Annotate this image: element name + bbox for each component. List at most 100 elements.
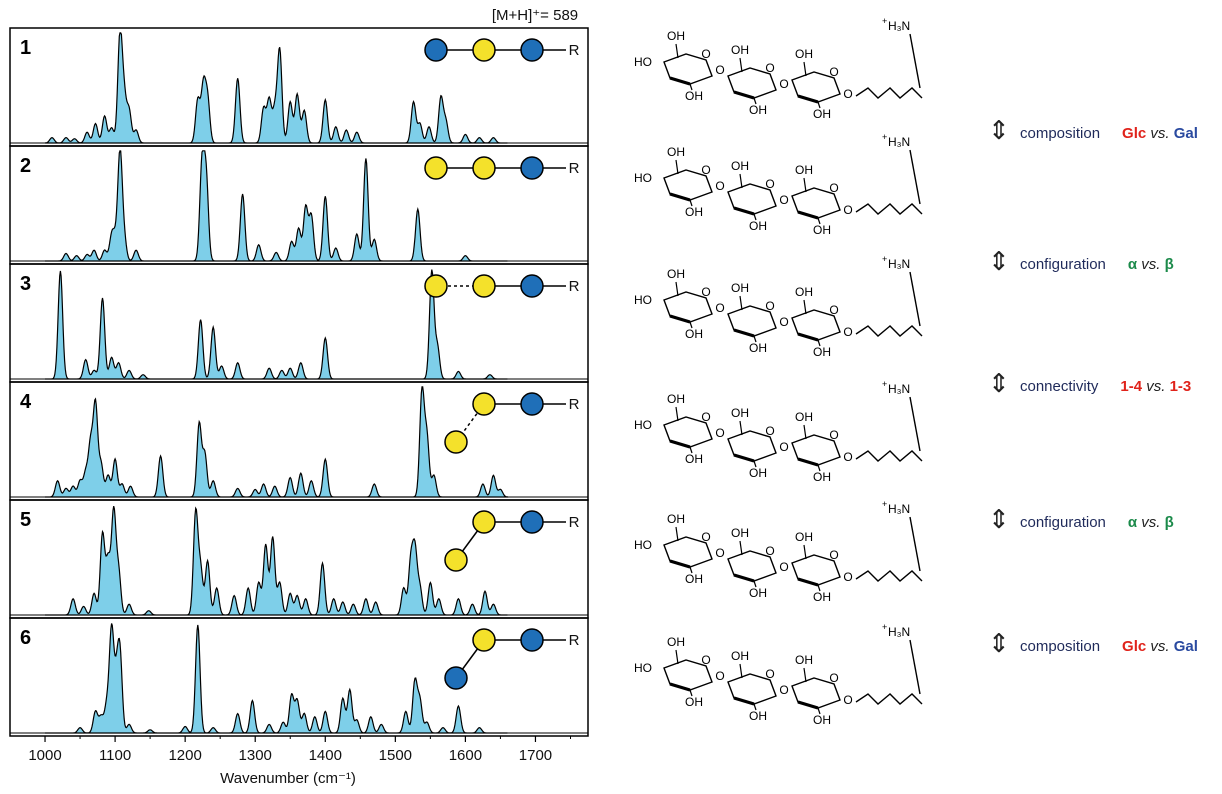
comparison-row: composition Glc vs. Gal — [1020, 125, 1198, 142]
comparison-row: composition Glc vs. Gal — [1020, 638, 1198, 655]
atom-label: OH — [813, 345, 831, 359]
monosaccharide-bead — [520, 510, 544, 534]
atom-label: OH — [795, 163, 813, 177]
atom-label: HO — [634, 293, 652, 307]
atom-label: O — [843, 450, 852, 464]
atom-label: O — [765, 299, 774, 313]
substituent-bond — [689, 566, 693, 574]
charge-label: + — [882, 254, 887, 264]
ir-spectra-chart: [M+H]⁺= 589 1 R2 R3 R4 R5 R6 R 1000 1100 1200 130… — [9, 7, 589, 787]
comparison-option-b: β — [1164, 514, 1174, 531]
substituent-bond — [753, 460, 757, 468]
comparison-option-a: Glc — [1122, 638, 1147, 655]
atom-label: OH — [667, 392, 685, 406]
x-tick-label: 1000 — [28, 747, 61, 764]
spectrum-area — [44, 32, 508, 144]
ring-bold-edge — [797, 700, 819, 710]
aglycone-label: R — [569, 396, 580, 413]
atom-label: O — [765, 61, 774, 75]
glycan-symbol: R — [424, 156, 580, 180]
substituent-bond — [675, 159, 679, 175]
glycan-symbol: R — [444, 392, 580, 454]
substituent-bond — [753, 213, 757, 221]
substituent-bond — [817, 217, 821, 225]
glycan-symbol: R — [444, 510, 580, 572]
atom-label: OH — [749, 709, 767, 723]
substituent-bond — [753, 97, 757, 105]
spectrum-area — [45, 505, 508, 616]
monosaccharide-bead — [472, 392, 496, 416]
atom-label: OH — [749, 466, 767, 480]
atom-label: OH — [749, 219, 767, 233]
comparison-option-a: Glc — [1122, 125, 1147, 142]
monosaccharide-bead — [472, 274, 496, 298]
atom-label: O — [765, 544, 774, 558]
atom-label: HO — [634, 418, 652, 432]
monosaccharide-bead — [444, 666, 468, 690]
atom-label: OH — [667, 145, 685, 159]
spectrum-number: 5 — [20, 509, 31, 531]
x-tick-label: 1300 — [239, 747, 272, 764]
atom-label: HO — [634, 661, 652, 675]
substituent-bond — [739, 295, 743, 311]
x-tick-label: 1700 — [519, 747, 552, 764]
monosaccharide-bead — [520, 628, 544, 652]
substituent-bond — [739, 540, 743, 556]
atom-label: O — [779, 315, 788, 329]
substituent-bond — [675, 406, 679, 422]
atom-label: OH — [685, 205, 703, 219]
ring-bold-edge — [797, 577, 819, 587]
atom-label: OH — [813, 590, 831, 604]
monosaccharide-bead — [424, 38, 448, 62]
atom-label: OH — [667, 267, 685, 281]
atom-label: O — [779, 440, 788, 454]
comparison-vs: vs. — [1137, 514, 1165, 531]
double-arrow-icon: ⇕ — [988, 628, 1010, 658]
atom-label: O — [779, 193, 788, 207]
monosaccharide-bead — [520, 392, 544, 416]
atom-label: OH — [667, 512, 685, 526]
substituent-bond — [803, 424, 807, 440]
atom-label: O — [829, 303, 838, 317]
atom-label: OH — [731, 526, 749, 540]
atom-label: O — [779, 560, 788, 574]
ring-bold-edge — [733, 206, 755, 216]
spectrum-number: 3 — [20, 273, 31, 295]
ring-bold-edge — [797, 210, 819, 220]
atom-label: O — [779, 77, 788, 91]
substituent-bond — [817, 707, 821, 715]
atom-label: OH — [813, 713, 831, 727]
charge-label: + — [882, 379, 887, 389]
ring-bold-edge — [733, 453, 755, 463]
monosaccharide-bead — [472, 38, 496, 62]
comparison-row: configuration α vs. β — [1020, 256, 1174, 273]
double-arrow-icon: ⇕ — [988, 368, 1010, 398]
x-tick-label: 1400 — [309, 747, 342, 764]
atom-label: OH — [749, 103, 767, 117]
ring-bold-edge — [797, 332, 819, 342]
ring-bold-edge — [669, 559, 691, 569]
substituent-bond — [739, 57, 743, 73]
monosaccharide-bead — [520, 274, 544, 298]
atom-label: O — [701, 285, 710, 299]
atom-label: OH — [749, 341, 767, 355]
amine-bond — [909, 396, 921, 452]
comparison-option-b: Gal — [1173, 125, 1198, 142]
pentyl-linker — [855, 693, 923, 705]
substituent-bond — [689, 446, 693, 454]
substituent-bond — [817, 584, 821, 592]
substituent-bond — [689, 83, 693, 91]
atom-label: OH — [731, 159, 749, 173]
atom-label: O — [701, 410, 710, 424]
atom-label: OH — [731, 43, 749, 57]
spectrum-number: 2 — [20, 155, 31, 177]
substituent-bond — [739, 420, 743, 436]
atom-label: O — [701, 653, 710, 667]
substituent-bond — [803, 61, 807, 77]
substituent-bond — [803, 177, 807, 193]
